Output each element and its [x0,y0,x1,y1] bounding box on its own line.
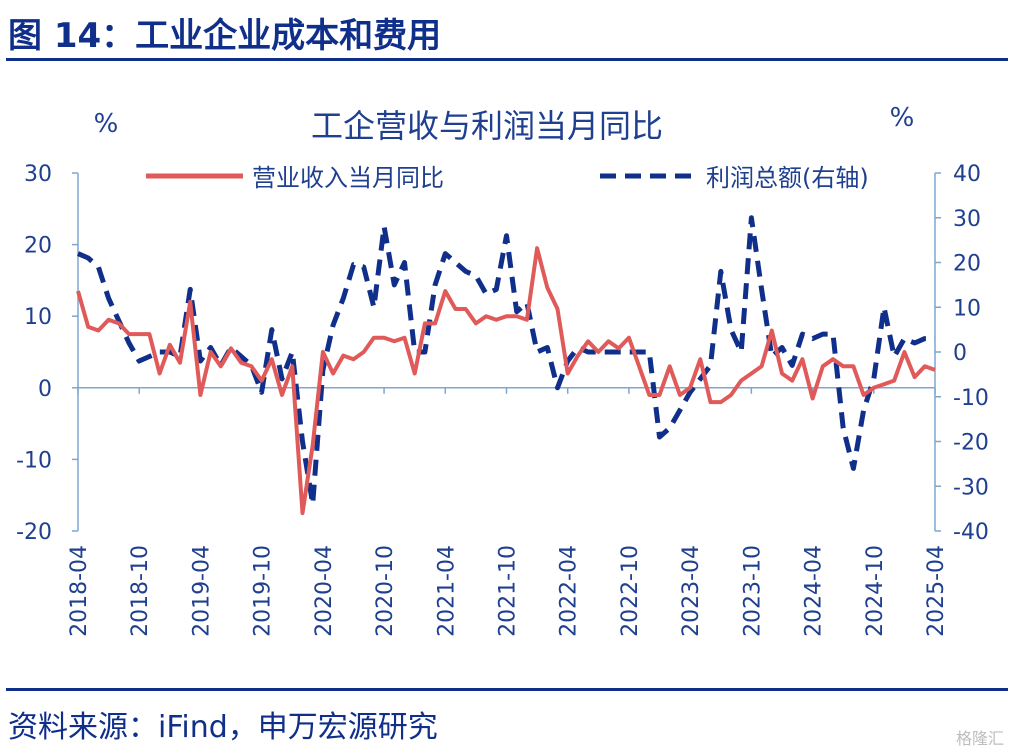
chart-title: 工企营收与利润当月同比 [311,107,663,145]
left-tick-label: 30 [24,162,52,187]
x-tick-label: 2020-04 [312,545,337,637]
right-tick-label: 10 [953,296,981,321]
legend-label-revenue: 营业收入当月同比 [252,164,444,192]
right-tick-label: 40 [953,162,981,187]
right-tick-label: -30 [953,475,989,500]
left-axis-unit: % [94,109,119,139]
right-tick-label: 20 [953,252,981,277]
series-lines [76,215,936,516]
x-tick-label: 2021-10 [496,545,521,637]
source-note: 资料来源：iFind，申万宏源研究 [8,710,438,745]
x-tick-label: 2021-04 [434,545,459,637]
right-tick-label: -40 [953,520,989,545]
right-tick-label: 30 [953,207,981,232]
dual-axis-line-chart: 工企营收与利润当月同比 % % 营业收入当月同比 利润总额(右轴) 30 20 10… [16,103,989,637]
right-tick-label: -10 [953,386,989,411]
legend-label-profit: 利润总额(右轴) [706,164,869,192]
series-line-revenue [76,246,936,516]
x-tick-label: 2024-10 [863,545,888,637]
x-tick-label: 2019-10 [251,545,276,637]
x-tick-label: 2023-04 [679,545,704,637]
series-line-profit [77,215,935,507]
axes-group: 30 20 10 0 -10 -20 40 30 20 10 0 -10 -20 -30 -40 2018-0… [16,162,989,637]
left-tick-label: 10 [24,305,52,330]
right-axis-unit: % [890,103,915,133]
x-tick-label: 2019-04 [189,545,214,637]
x-tick-label: 2024-04 [802,545,827,637]
left-tick-label: -10 [16,448,52,473]
right-tick-label: 0 [953,341,967,366]
left-tick-label: -20 [16,520,52,545]
left-tick-label: 0 [38,377,52,402]
bottom-divider [6,688,1008,691]
x-tick-label: 2022-04 [557,545,582,637]
x-tick-label: 2022-10 [618,545,643,637]
page-title: 图 14：工业企业成本和费用 [8,16,442,56]
x-tick-label: 2018-10 [128,545,153,637]
x-tick-label: 2018-04 [67,545,92,637]
watermark: 格隆汇 [955,729,1004,748]
x-tick-label: 2020-10 [373,545,398,637]
x-tick-label: 2025-04 [924,545,949,637]
x-tick-label: 2023-10 [740,545,765,637]
left-tick-label: 20 [24,234,52,259]
top-divider [6,58,1008,61]
right-tick-label: -20 [953,431,989,456]
